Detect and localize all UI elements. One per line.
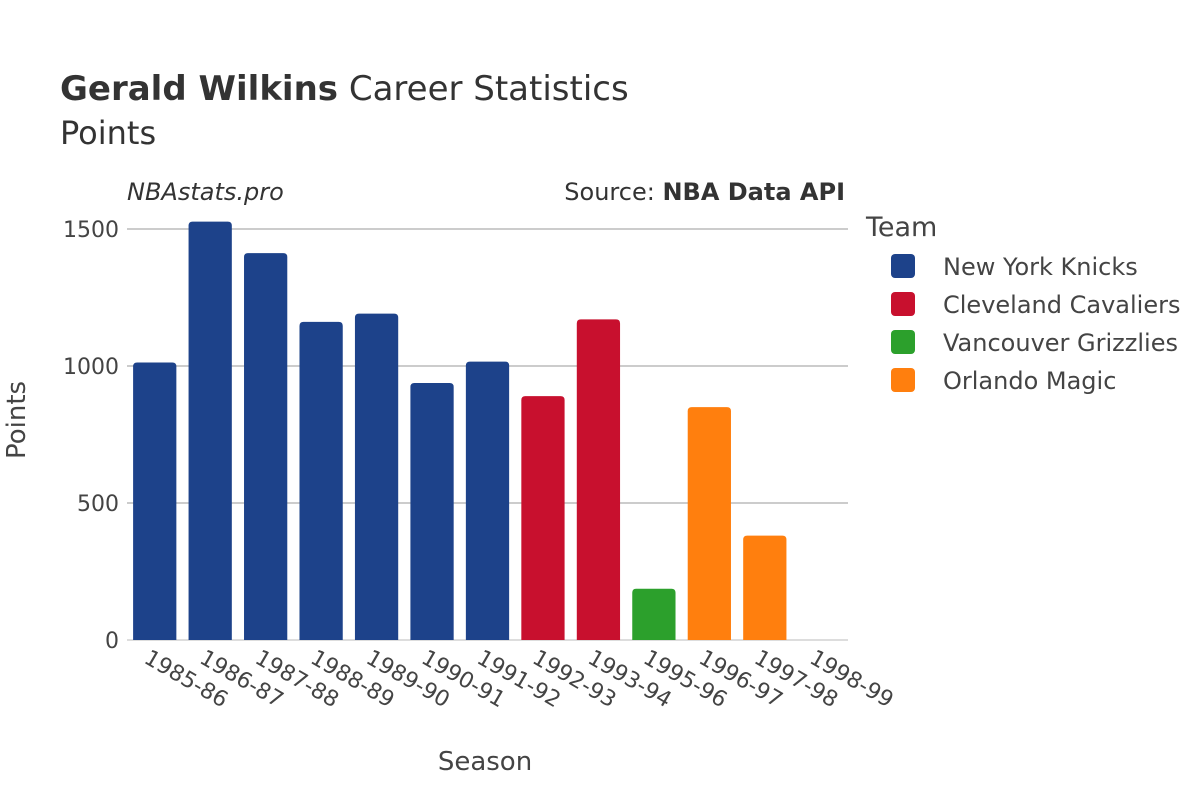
y-tick-label: 0 [105,629,119,654]
legend: New York Knicks Cleveland Cavaliers Vancou… [891,253,1180,395]
y-tick-label: 500 [77,492,119,517]
legend-title: Team [865,212,937,243]
x-axis-title: Season [438,747,532,777]
y-tick-label: 1000 [63,355,119,380]
bar-1985-86[interactable] [133,362,177,640]
y-tick-label: 1500 [63,218,119,243]
legend-swatch [891,254,915,278]
y-axis-ticks: 0 500 1000 1500 [63,218,119,654]
bar-1986-87[interactable] [188,221,232,641]
bar-1996-97[interactable] [687,407,731,640]
bar-1990-91[interactable] [410,382,454,640]
bar-1995-96[interactable] [632,588,676,640]
site-label: NBAstats.pro [127,178,284,206]
bar-1992-93[interactable] [521,396,565,640]
bar-1989-90[interactable] [354,313,399,640]
bar-1991-92[interactable] [465,361,510,640]
legend-swatch [891,330,915,354]
bar-1997-98[interactable] [743,535,787,640]
legend-item-label[interactable]: Cleveland Cavaliers [943,291,1180,319]
chart-title-rest: Career Statistics [338,69,629,109]
legend-swatch [891,292,915,316]
legend-swatch [891,368,915,392]
bars [133,221,787,641]
bar-1987-88[interactable] [244,253,288,640]
legend-item-label[interactable]: Orlando Magic [943,367,1116,395]
source-prefix: Source: [564,178,662,206]
bar-1993-94[interactable] [576,319,621,640]
source-value: NBA Data API [662,178,845,206]
y-axis-title: Points [2,381,32,459]
chart-subtitle: Points [60,114,156,152]
source-label: Source: NBA Data API [564,178,845,206]
x-axis-ticks: 1985-861986-871987-881988-891989-901990-… [140,646,898,714]
legend-item-label[interactable]: New York Knicks [943,253,1138,281]
bar-1988-89[interactable] [299,321,343,640]
chart-title: Gerald Wilkins Career Statistics [60,69,629,109]
chart-title-player: Gerald Wilkins [60,69,338,109]
legend-item-label[interactable]: Vancouver Grizzlies [943,329,1178,357]
